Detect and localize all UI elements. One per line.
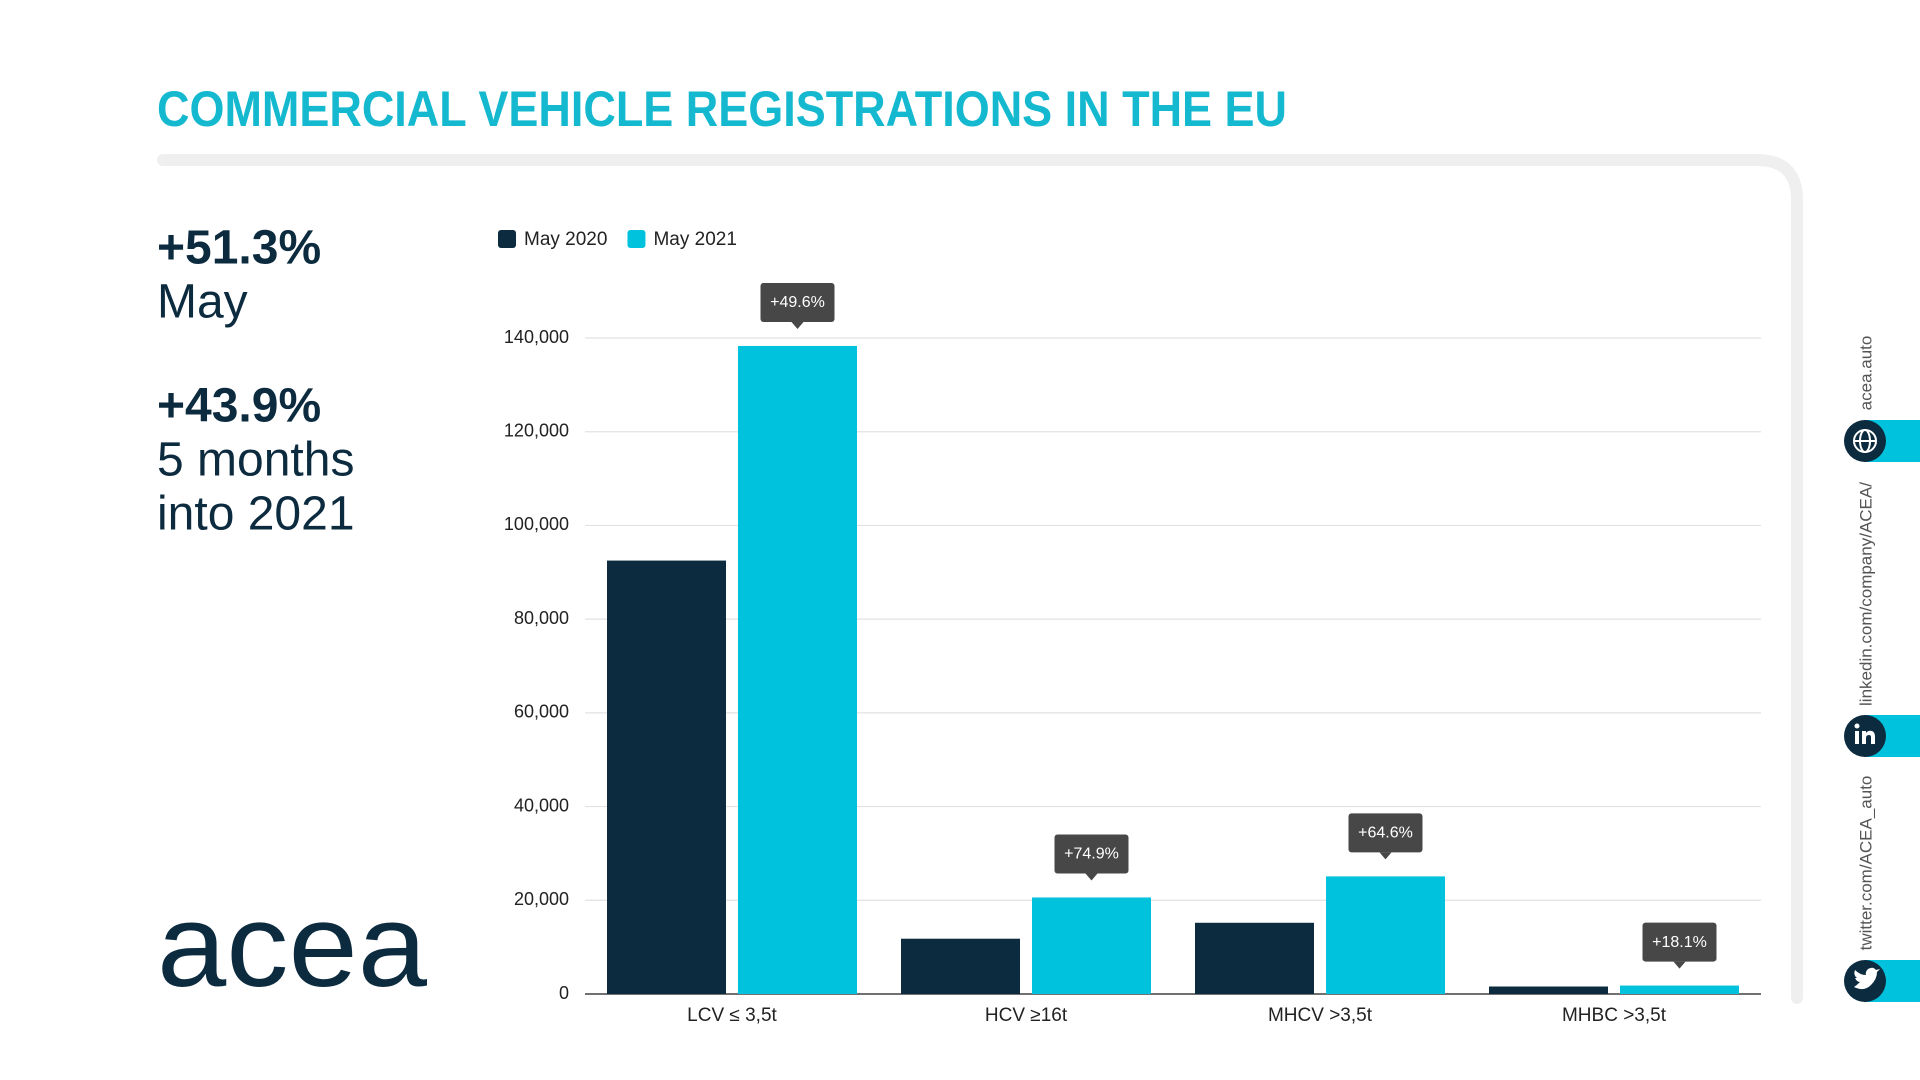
linkedin-glyph <box>1855 731 1859 744</box>
bar <box>738 345 857 995</box>
annotation: +18.1% <box>1652 934 1707 951</box>
annotation: +74.9% <box>1064 846 1119 863</box>
annotation-box <box>1642 922 1717 962</box>
highlight-label: into 2021 <box>157 488 355 541</box>
legend-swatch <box>627 230 646 248</box>
social-links: acea.auto linkedin.com/company/ACEA/twitt… <box>1856 336 1875 951</box>
bar <box>607 560 726 994</box>
linkedin-glyph <box>1862 730 1875 744</box>
y-tick-label: 140,000 <box>504 327 569 347</box>
annotation-pointer <box>1085 873 1098 881</box>
y-tick-label: 40,000 <box>514 795 569 815</box>
annotation-box <box>1348 813 1423 853</box>
bar <box>1620 985 1739 994</box>
x-tick-label: MHBC >3,5t <box>1562 1005 1667 1026</box>
social-link[interactable]: acea.auto <box>1856 336 1875 411</box>
annotation-pointer <box>1673 961 1686 969</box>
social-icons <box>1844 420 1920 1002</box>
highlight-label: May <box>157 276 248 329</box>
annotation-box <box>760 282 835 322</box>
annotation: +64.6% <box>1358 825 1413 842</box>
highlight-label: 5 months <box>157 434 354 487</box>
bar <box>1032 897 1151 994</box>
highlight-value: +51.3% <box>157 222 321 275</box>
x-tick-label: MHCV >3,5t <box>1268 1005 1373 1026</box>
highlight-value: +43.9% <box>157 380 321 433</box>
y-tick-label: 120,000 <box>504 420 569 440</box>
chart-title: COMMERCIAL VEHICLE REGISTRATIONS IN THE … <box>157 81 1287 137</box>
y-tick-label: 0 <box>559 983 569 1003</box>
y-tick-label: 20,000 <box>514 889 569 909</box>
annotation-pointer <box>1379 852 1392 860</box>
x-tick-label: HCV ≥16t <box>985 1005 1068 1026</box>
legend-swatch <box>498 230 516 248</box>
y-tick-label: 60,000 <box>514 702 569 722</box>
linkedin-glyph <box>1854 723 1860 729</box>
bar <box>901 938 1020 994</box>
social-link[interactable]: linkedin.com/company/ACEA/ <box>1856 482 1875 706</box>
annotation-box <box>1054 834 1129 874</box>
y-tick-label: 100,000 <box>504 514 569 534</box>
legend-label: May 2020 <box>524 229 607 250</box>
y-tick-label: 80,000 <box>514 608 569 628</box>
twitter-glyph <box>1854 967 1880 990</box>
bar <box>1326 876 1445 994</box>
plot: 0 20,000 40,000 60,000 80,000 100,000 120,000 1… <box>498 229 1761 1026</box>
social-link[interactable]: twitter.com/ACEA_auto <box>1856 776 1875 951</box>
legend-label: May 2021 <box>653 229 736 250</box>
frame <box>157 154 1803 1004</box>
annotation-pointer <box>791 321 804 329</box>
annotation: +49.6% <box>770 294 825 311</box>
bar <box>1489 986 1608 994</box>
bar <box>1195 922 1314 994</box>
logo: acea <box>157 880 427 1012</box>
x-tick-label: LCV ≤ 3,5t <box>687 1005 777 1026</box>
